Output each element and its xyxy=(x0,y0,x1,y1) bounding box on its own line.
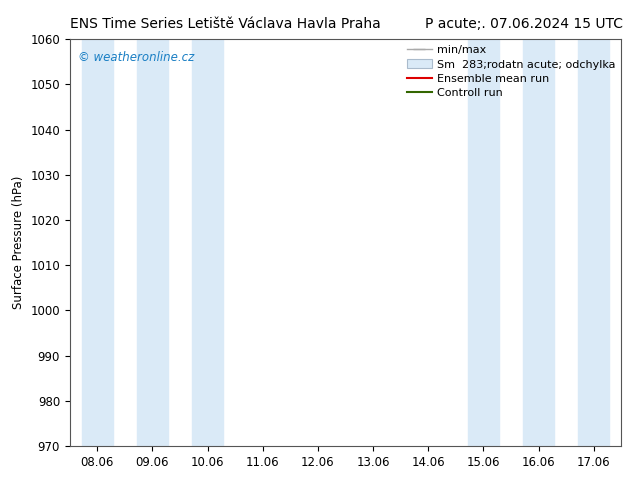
Bar xyxy=(578,39,609,446)
Legend: min/max, Sm  283;rodatn acute; odchylka, Ensemble mean run, Controll run: min/max, Sm 283;rodatn acute; odchylka, … xyxy=(403,40,620,102)
Bar xyxy=(468,39,499,446)
Bar xyxy=(137,39,168,446)
Text: P acute;. 07.06.2024 15 UTC: P acute;. 07.06.2024 15 UTC xyxy=(425,17,623,31)
Text: © weatheronline.cz: © weatheronline.cz xyxy=(78,51,194,64)
Text: ENS Time Series Letiště Václava Havla Praha: ENS Time Series Letiště Václava Havla Pr… xyxy=(70,17,380,31)
Bar xyxy=(523,39,554,446)
Bar xyxy=(192,39,223,446)
Bar xyxy=(82,39,113,446)
Y-axis label: Surface Pressure (hPa): Surface Pressure (hPa) xyxy=(11,176,25,309)
